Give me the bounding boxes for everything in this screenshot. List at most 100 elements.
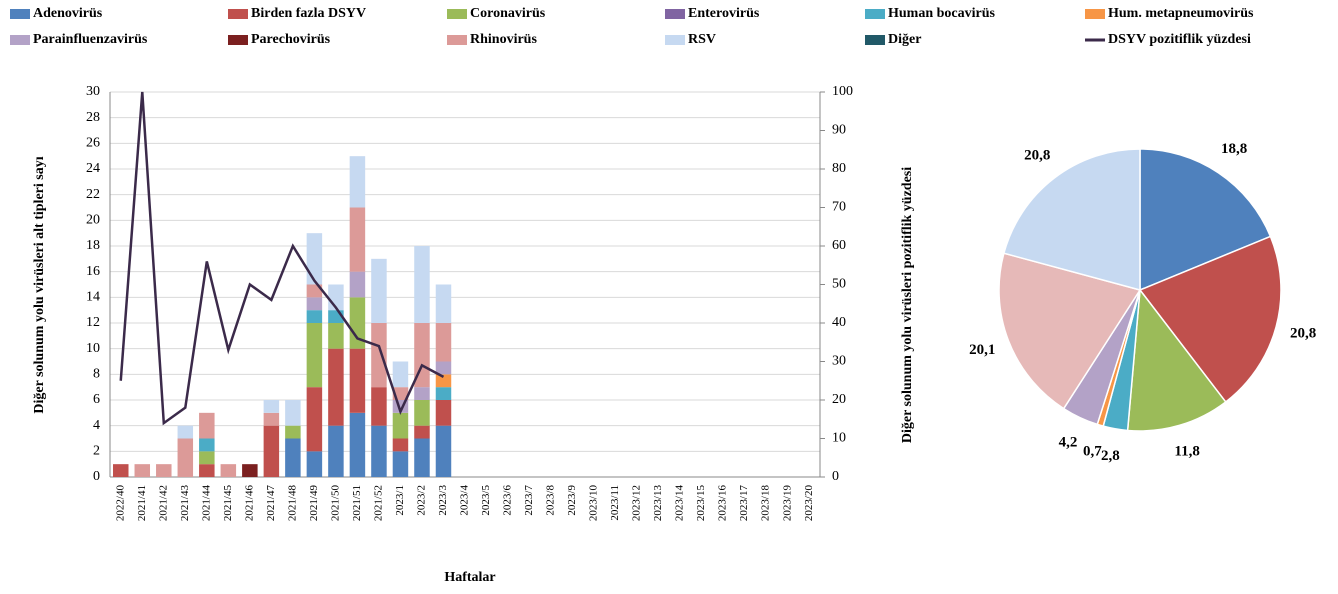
y-tick-label: 12 — [86, 315, 100, 330]
y2-tick-label: 30 — [832, 354, 846, 369]
x-tick-label: 2021/49 — [308, 485, 320, 522]
bar-segment — [306, 323, 323, 388]
y-tick-label: 4 — [93, 418, 100, 433]
y2-tick-label: 80 — [832, 161, 846, 176]
x-tick-label: 2023/15 — [695, 485, 707, 522]
y2-tick-label: 100 — [832, 84, 853, 99]
x-tick-label: 2021/51 — [351, 485, 363, 521]
legend-swatch — [865, 9, 885, 19]
bar-segment — [220, 464, 237, 477]
legend-label: Birden fazla DSYV — [251, 6, 366, 21]
x-tick-label: 2022/40 — [114, 485, 126, 522]
y-tick-label: 2 — [93, 444, 100, 459]
x-tick-label: 2023/13 — [652, 485, 664, 522]
bar-segment — [349, 348, 366, 413]
x-tick-label: 2021/41 — [136, 485, 148, 521]
x-tick-label: 2023/19 — [781, 485, 793, 522]
x-tick-label: 2023/16 — [717, 485, 729, 522]
y-tick-label: 20 — [86, 213, 100, 228]
x-tick-label: 2023/17 — [738, 485, 750, 522]
y-tick-label: 22 — [86, 187, 100, 202]
bar-segment — [306, 387, 323, 452]
x-tick-label: 2023/5 — [480, 485, 492, 516]
x-tick-label: 2023/18 — [760, 485, 772, 522]
legend-label: Rhinovirüs — [470, 32, 537, 47]
y-tick-label: 0 — [93, 469, 100, 484]
bar-segment — [414, 246, 430, 323]
y2-tick-label: 60 — [832, 238, 846, 253]
bar-segment — [392, 412, 409, 439]
bar-segment — [199, 438, 215, 452]
x-tick-label: 2023/11 — [609, 485, 621, 521]
bar-segment — [414, 400, 430, 426]
bar-segment — [435, 323, 452, 362]
pie-slice — [1138, 235, 1282, 404]
x-tick-label: 2021/50 — [329, 485, 341, 522]
bar-segment — [306, 233, 323, 285]
pie-slice — [1126, 288, 1227, 432]
legend-swatch — [228, 9, 248, 19]
x-tick-label: 2023/2 — [416, 485, 428, 516]
y-tick-label: 28 — [86, 110, 100, 125]
legend-label: RSV — [688, 32, 716, 47]
y-tick-label: 14 — [86, 290, 100, 305]
legend-label: Diğer — [888, 32, 921, 47]
bar-segment — [435, 284, 452, 323]
pie-label: 18,8 — [1221, 141, 1247, 157]
legend-swatch — [665, 35, 685, 45]
y-tick-label: 24 — [86, 161, 100, 176]
bar-segment — [392, 451, 409, 477]
bar-segment — [371, 258, 387, 323]
y-tick-label: 6 — [93, 392, 100, 407]
x-tick-label: 2023/9 — [566, 485, 578, 516]
bar-segment — [435, 361, 452, 375]
y-tick-label: 30 — [86, 84, 100, 99]
bar-segment — [349, 297, 366, 349]
x-tick-label: 2023/4 — [459, 485, 471, 516]
x-tick-label: 2023/7 — [523, 485, 535, 516]
bar-segment — [306, 451, 323, 477]
bar-segment — [177, 425, 194, 439]
x-tick-label: 2023/3 — [437, 485, 449, 516]
bar-segment — [263, 400, 280, 413]
bar-segment — [349, 412, 366, 477]
bar-segment — [435, 425, 452, 477]
y-tick-label: 18 — [86, 238, 100, 253]
legend-label: Enterovirüs — [688, 6, 760, 21]
bar-segment — [392, 361, 409, 388]
bar-segment — [306, 284, 323, 298]
x-tick-label: 2021/46 — [243, 485, 255, 522]
bar-segment — [371, 387, 387, 426]
pie-label: 20,1 — [969, 342, 995, 358]
bar-segment — [285, 400, 301, 426]
bar-segment — [435, 387, 452, 400]
bar-segment — [392, 438, 409, 452]
bar-segment — [414, 387, 430, 400]
pie-slice — [1139, 148, 1272, 292]
x-tick-label: 2021/52 — [372, 485, 384, 521]
x-tick-label: 2023/12 — [631, 485, 643, 521]
bar-segment — [328, 348, 344, 426]
legend-swatch — [447, 9, 467, 19]
bar-segment — [349, 156, 366, 208]
x-tick-label: 2021/47 — [265, 485, 277, 522]
y-axis-title: Diğer solunum yolu virüsleri alt tipleri… — [32, 156, 47, 413]
bar-segment — [306, 297, 323, 311]
bar-segment — [435, 374, 452, 388]
x-tick-label: 2023/10 — [588, 485, 600, 522]
legend-label: DSYV pozitiflik yüzdesi — [1108, 32, 1251, 47]
y-tick-label: 8 — [93, 367, 100, 382]
legend-swatch — [865, 35, 885, 45]
bar-segment — [371, 323, 387, 388]
y-tick-label: 26 — [86, 136, 100, 151]
bar-segment — [242, 464, 258, 477]
bar-segment — [156, 464, 172, 477]
bar-segment — [285, 425, 301, 439]
bar-segment — [371, 425, 387, 477]
y-tick-label: 16 — [86, 264, 100, 279]
bar-segment — [134, 464, 151, 477]
bar-segment — [349, 207, 366, 272]
bar-segment — [349, 271, 366, 298]
legend-label: Parechovirüs — [251, 32, 331, 47]
